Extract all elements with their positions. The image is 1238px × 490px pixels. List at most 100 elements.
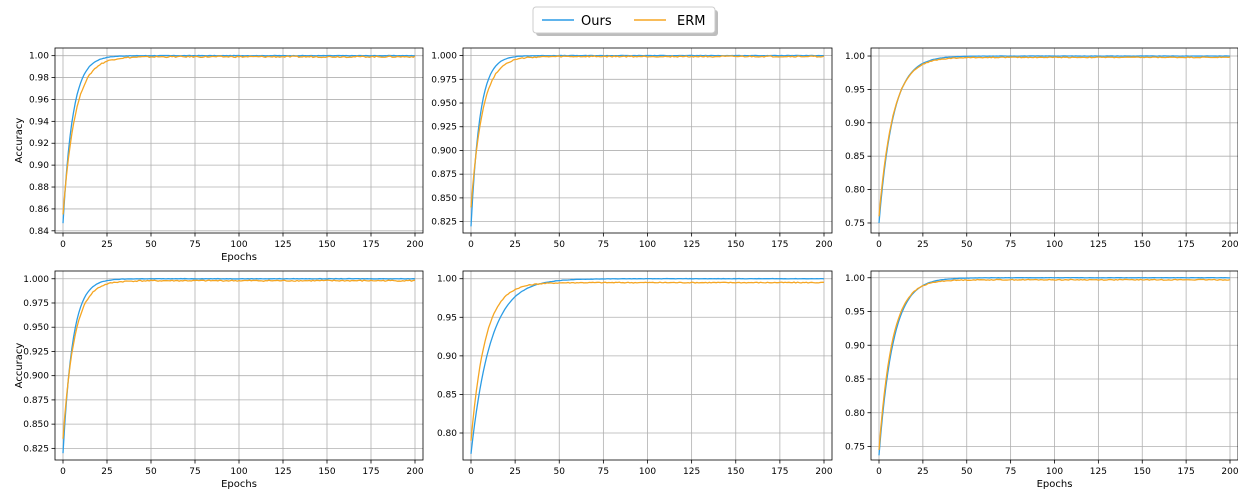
x-tick-label: 150 xyxy=(318,240,335,250)
x-tick-label: 200 xyxy=(815,240,832,250)
y-tick-label: 0.95 xyxy=(845,85,865,95)
y-tick-label: 0.875 xyxy=(431,170,457,180)
y-axis-label: Accuracy xyxy=(14,118,25,164)
x-tick-label: 100 xyxy=(1046,467,1063,477)
y-tick-label: 0.900 xyxy=(23,372,49,382)
y-tick-label: 1.00 xyxy=(845,274,865,284)
panel-2: 0 25 50 75 100 125 150 175 200 0.825 0.850 0.875 0.9… xyxy=(431,47,833,250)
panel-1: 0 25 50 75 100 125 150 175 200 0.84 0.86 0.88 0.90 0.… xyxy=(14,47,424,263)
x-tick-label: 175 xyxy=(1178,467,1195,477)
x-tick-label: 100 xyxy=(639,240,656,250)
y-tick-label: 0.80 xyxy=(845,409,865,419)
x-tick-label: 150 xyxy=(1134,467,1151,477)
y-tick-label: 0.90 xyxy=(845,119,865,129)
x-tick-label: 150 xyxy=(1134,240,1151,250)
x-tick-label: 75 xyxy=(1005,467,1016,477)
legend-label-ours: Ours xyxy=(581,14,612,29)
panel-4: 0 25 50 75 100 125 150 175 200 0.825 0.850 0.875 0.9… xyxy=(14,270,424,490)
y-tick-label: 0.95 xyxy=(437,313,457,323)
y-tick-label: 0.84 xyxy=(29,227,49,237)
x-tick-label: 0 xyxy=(60,467,66,477)
x-axis-label: Epochs xyxy=(221,479,257,490)
legend: Ours ERM xyxy=(532,6,718,36)
y-tick-label: 0.850 xyxy=(431,194,457,204)
x-tick-label: 175 xyxy=(771,240,788,250)
y-tick-label: 0.975 xyxy=(23,299,49,309)
y-tick-label: 0.80 xyxy=(845,186,865,196)
series-line-erm xyxy=(878,278,1231,450)
x-tick-label: 125 xyxy=(1090,240,1107,250)
y-tick-label: 0.85 xyxy=(845,375,865,385)
y-tick-label: 0.825 xyxy=(431,218,457,228)
x-tick-label: 200 xyxy=(1221,240,1238,250)
x-tick-label: 50 xyxy=(554,240,566,250)
x-tick-label: 175 xyxy=(771,467,788,477)
y-tick-label: 1.000 xyxy=(23,275,49,285)
x-tick-label: 125 xyxy=(683,467,700,477)
x-tick-label: 125 xyxy=(1090,467,1107,477)
y-axis-label: Accuracy xyxy=(14,343,25,389)
x-tick-label: 50 xyxy=(145,467,157,477)
panel-6: 0 25 50 75 100 125 150 175 200 0.75 0.80 0.85 0.90 0.… xyxy=(845,270,1238,490)
x-tick-label: 25 xyxy=(101,240,112,250)
x-tick-label: 100 xyxy=(230,240,247,250)
x-tick-label: 75 xyxy=(598,240,609,250)
x-tick-label: 100 xyxy=(1046,240,1063,250)
series-line-ours xyxy=(878,276,1231,456)
panel-5: 0 25 50 75 100 125 150 175 200 0.80 0.85 0.90 0.95 1.… xyxy=(437,270,833,477)
y-tick-label: 0.875 xyxy=(23,396,49,406)
x-tick-label: 175 xyxy=(362,467,379,477)
x-axis-label: Epochs xyxy=(1037,479,1073,490)
y-tick-label: 0.950 xyxy=(23,323,49,333)
y-tick-label: 0.80 xyxy=(437,429,457,439)
legend-label-erm: ERM xyxy=(677,14,705,29)
x-tick-label: 100 xyxy=(230,467,247,477)
y-tick-label: 0.75 xyxy=(845,219,865,229)
x-tick-label: 125 xyxy=(274,467,291,477)
x-tick-label: 50 xyxy=(554,467,566,477)
y-tick-label: 1.00 xyxy=(29,52,49,62)
x-tick-label: 0 xyxy=(60,240,66,250)
y-tick-label: 0.90 xyxy=(845,341,865,351)
x-axis-label: Epochs xyxy=(221,252,257,263)
y-tick-label: 0.925 xyxy=(23,347,49,357)
series-line-erm xyxy=(62,55,416,215)
y-tick-label: 0.925 xyxy=(431,123,457,133)
y-tick-label: 0.900 xyxy=(431,146,457,156)
y-tick-label: 0.950 xyxy=(431,99,457,109)
x-tick-label: 75 xyxy=(1005,240,1016,250)
series-line-ours xyxy=(878,55,1231,224)
x-tick-label: 25 xyxy=(917,240,928,250)
x-tick-label: 0 xyxy=(468,240,474,250)
x-tick-label: 50 xyxy=(961,240,973,250)
x-tick-label: 50 xyxy=(961,467,973,477)
y-tick-label: 0.88 xyxy=(29,183,49,193)
y-tick-label: 0.90 xyxy=(437,352,457,362)
x-tick-label: 0 xyxy=(876,240,882,250)
y-tick-label: 0.98 xyxy=(29,74,49,84)
y-tick-label: 0.850 xyxy=(23,420,49,430)
y-tick-label: 1.00 xyxy=(437,275,457,285)
x-tick-label: 125 xyxy=(274,240,291,250)
series-line-ours xyxy=(470,277,825,454)
x-tick-label: 150 xyxy=(318,467,335,477)
y-tick-label: 1.000 xyxy=(431,52,457,62)
x-tick-label: 0 xyxy=(468,467,474,477)
series-line-erm xyxy=(470,55,825,208)
panels: 0 25 50 75 100 125 150 175 200 0.84 0.86 0.88 0.90 0.… xyxy=(14,47,1238,490)
x-tick-label: 125 xyxy=(683,240,700,250)
y-tick-label: 0.96 xyxy=(29,95,49,105)
x-tick-label: 25 xyxy=(917,467,928,477)
x-tick-label: 150 xyxy=(727,467,744,477)
x-tick-label: 175 xyxy=(1178,240,1195,250)
x-tick-label: 100 xyxy=(639,467,656,477)
y-tick-label: 0.94 xyxy=(29,117,49,127)
y-tick-label: 0.86 xyxy=(29,205,49,215)
y-tick-label: 0.90 xyxy=(29,161,49,171)
x-tick-label: 25 xyxy=(509,467,520,477)
x-tick-label: 75 xyxy=(189,467,200,477)
y-tick-label: 0.92 xyxy=(29,139,49,149)
y-tick-label: 1.00 xyxy=(845,52,865,62)
x-tick-label: 175 xyxy=(362,240,379,250)
